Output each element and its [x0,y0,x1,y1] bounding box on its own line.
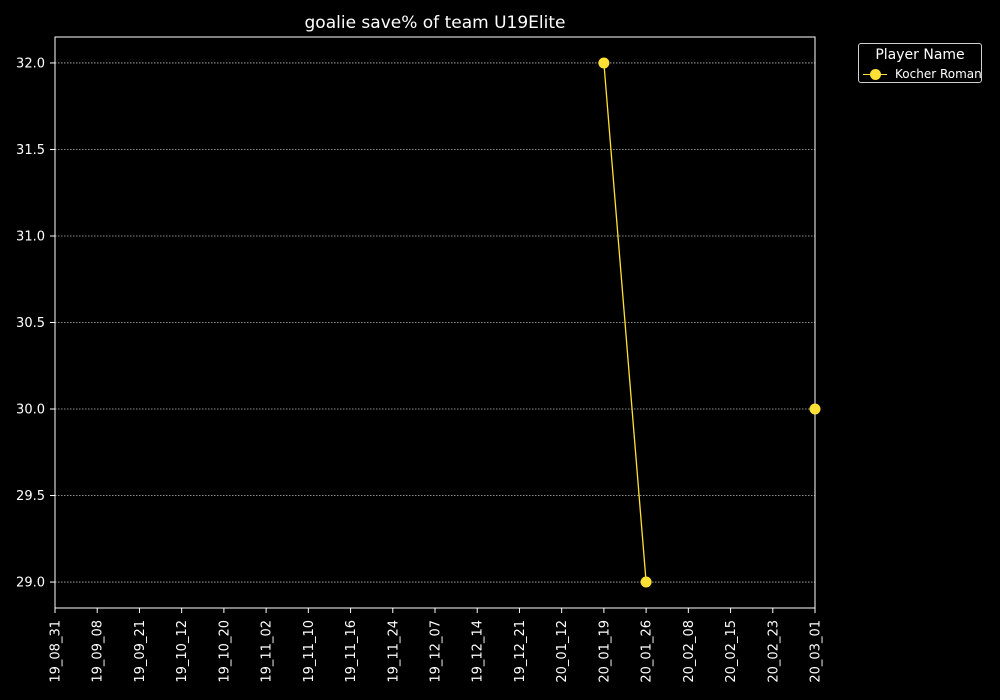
y-tick-label: 29.0 [16,576,45,591]
legend-label: Kocher Roman [895,67,982,81]
data-point [598,57,610,69]
legend-dot-marker [870,69,881,80]
y-tick-label: 31.0 [16,229,45,244]
y-tick-label: 31.5 [16,143,45,158]
y-tick-label: 32.0 [16,56,45,71]
x-tick-label: 19_09_08 [91,620,106,683]
x-tick-label: 19_11_16 [344,620,359,683]
y-tick-label: 29.5 [16,489,45,504]
x-tick-label: 19_12_14 [471,620,486,683]
x-tick-label: 20_02_15 [724,620,739,683]
legend-item-kocher-roman: Kocher Roman [863,66,982,82]
legend-title: Player Name [875,47,965,63]
data-point [809,403,821,415]
x-tick-label: 19_10_12 [175,620,190,683]
x-tick-label: 19_11_24 [386,620,401,683]
x-tick-label: 20_03_01 [809,620,824,683]
data-point [640,576,652,588]
x-tick-label: 19_11_10 [302,620,317,683]
legend: Player Name Kocher Roman [858,43,982,83]
x-tick-label: 19_12_07 [429,620,444,683]
x-tick-label: 20_01_26 [640,620,655,683]
x-tick-label: 20_02_08 [682,620,697,683]
x-tick-label: 19_10_20 [217,620,232,683]
x-tick-label: 19_11_02 [260,620,275,683]
x-tick-label: 19_12_21 [513,620,528,683]
series-line [603,62,647,583]
chart-title: goalie save% of team U19Elite [304,13,566,33]
x-tick-label: 19_08_31 [49,620,64,683]
x-tick-label: 20_01_12 [555,620,570,683]
x-tick-label: 20_02_23 [766,620,781,683]
x-tick-label: 20_01_19 [597,620,612,683]
x-tick-label: 19_09_21 [133,620,148,683]
y-tick-label: 30.5 [16,316,45,331]
y-tick-label: 30.0 [16,403,45,418]
